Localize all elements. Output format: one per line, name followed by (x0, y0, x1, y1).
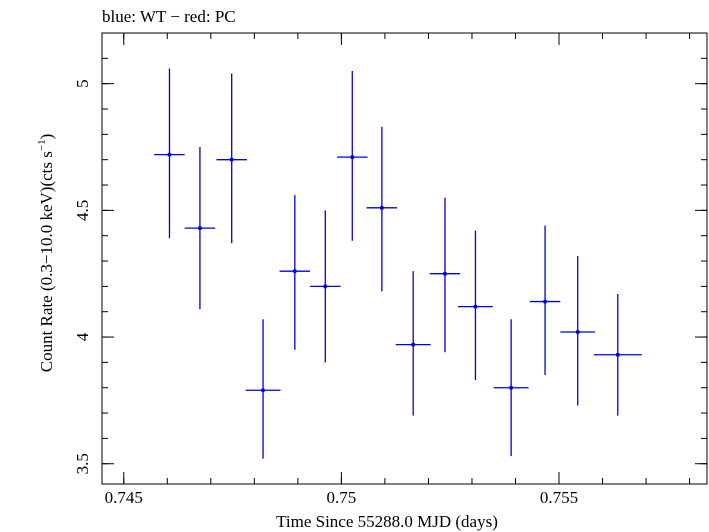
plot-frame (101, 32, 708, 485)
data-point (560, 255, 596, 406)
x-tick-label: 0.745 (105, 488, 143, 507)
y-axis-label: Count Rate (0.3−10.0 keV)(cts s−1) (36, 134, 56, 373)
data-marker (292, 269, 297, 274)
data-marker (575, 329, 580, 334)
chart-title: blue: WT − red: PC (102, 7, 236, 26)
data-point (310, 210, 341, 363)
data-marker (615, 352, 620, 357)
data-point (458, 230, 493, 381)
y-tick-label: 4 (73, 332, 92, 341)
data-point (395, 271, 431, 416)
data-point (493, 319, 529, 457)
tick-labels: 0.745 0.75 0.755 3.5 4 4.5 5 (73, 79, 578, 507)
data-marker (261, 388, 266, 393)
data-point (245, 319, 281, 459)
data-marker (350, 155, 355, 160)
data-marker (442, 271, 447, 276)
data-point (337, 71, 368, 241)
x-tick-label: 0.755 (540, 488, 578, 507)
y-axis-label-close: ) (37, 134, 56, 140)
data-marker (411, 342, 416, 347)
x-axis-label: Time Since 55288.0 MJD (days) (276, 512, 498, 531)
data-point (154, 68, 185, 239)
data-point (279, 195, 311, 350)
x-tick-label: 0.75 (327, 488, 357, 507)
data-point (184, 147, 216, 310)
y-tick-label: 3.5 (73, 453, 92, 474)
data-marker (167, 152, 172, 157)
data-marker (229, 157, 234, 162)
data-point (366, 126, 398, 292)
y-axis-label-superscript: −1 (36, 139, 48, 151)
data-point (429, 197, 461, 353)
data-marker (543, 299, 548, 304)
data-point (216, 73, 247, 244)
data-marker (473, 304, 478, 309)
data-marker (509, 385, 514, 390)
data-point (593, 293, 642, 416)
data-point (529, 225, 561, 376)
data-series-wt (154, 68, 642, 459)
axis-ticks (102, 32, 707, 484)
data-marker (197, 226, 202, 231)
y-tick-label: 5 (73, 79, 92, 88)
data-marker (323, 284, 328, 289)
data-marker (379, 205, 384, 210)
y-tick-label: 4.5 (73, 200, 92, 221)
y-axis-label-main: Count Rate (0.3−10.0 keV)(cts s (37, 151, 56, 372)
